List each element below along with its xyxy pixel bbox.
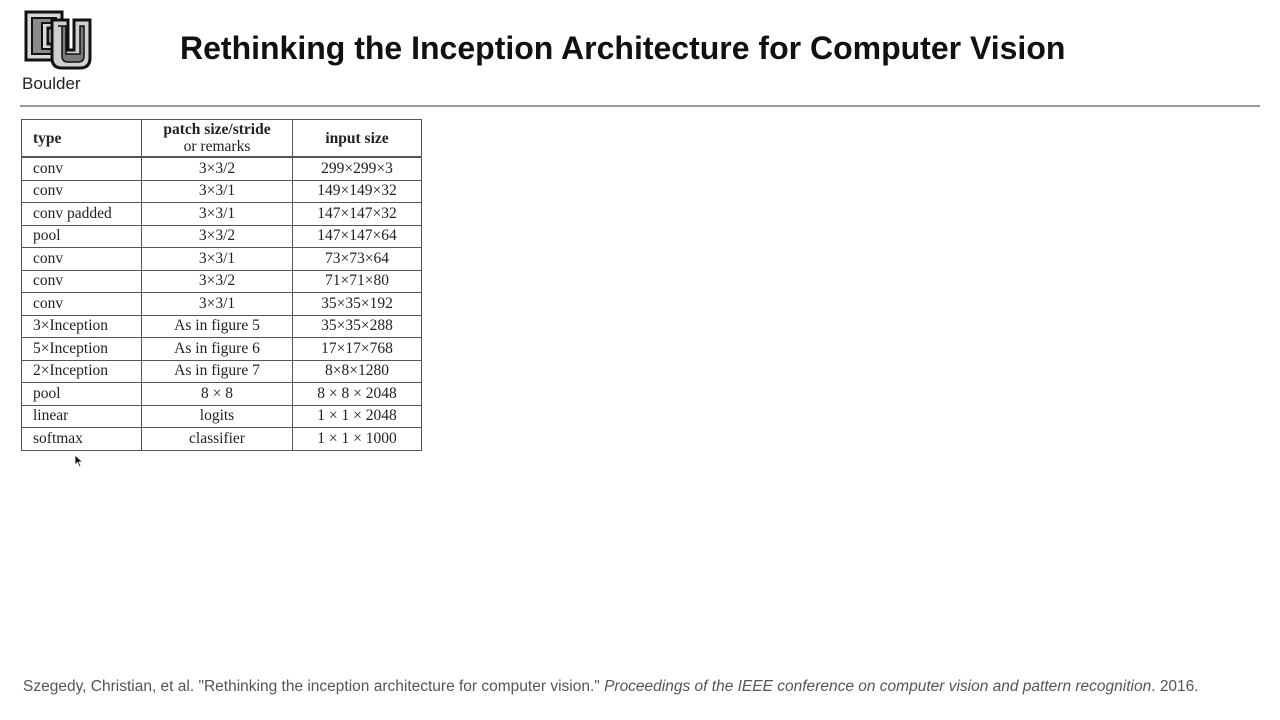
- cell-patch: 3×3/2: [141, 224, 293, 248]
- cell-input: 71×71×80: [292, 269, 422, 293]
- cell-input: 8 × 8 × 2048: [292, 382, 422, 406]
- cell-type: conv: [21, 269, 142, 293]
- table-row: linear logits 1 × 1 × 2048: [21, 404, 422, 428]
- cell-type: 2×Inception: [21, 359, 142, 383]
- cell-patch: 3×3/1: [141, 179, 293, 203]
- table-row: conv 3×3/1 149×149×32: [21, 179, 422, 203]
- table-row: conv 3×3/2 71×71×80: [21, 269, 422, 293]
- header-type: type: [21, 119, 142, 158]
- cell-patch: 3×3/2: [141, 156, 293, 181]
- cu-boulder-logo: Boulder: [20, 8, 98, 96]
- cell-type: conv: [21, 247, 142, 271]
- cell-input: 8×8×1280: [292, 359, 422, 383]
- cell-input: 149×149×32: [292, 179, 422, 203]
- cell-input: 147×147×32: [292, 202, 422, 226]
- cell-type: conv: [21, 156, 142, 181]
- table-row: conv 3×3/2 299×299×3: [21, 156, 422, 181]
- cell-input: 299×299×3: [292, 156, 422, 181]
- cell-patch: 8 × 8: [141, 382, 293, 406]
- header-patch: patch size/stride or remarks: [141, 119, 293, 158]
- cell-type: softmax: [21, 427, 142, 451]
- title-divider: [20, 105, 1260, 107]
- cell-input: 1 × 1 × 1000: [292, 427, 422, 451]
- mouse-pointer-icon: [74, 454, 84, 468]
- cell-input: 1 × 1 × 2048: [292, 404, 422, 428]
- cell-type: conv padded: [21, 202, 142, 226]
- cell-patch: 3×3/1: [141, 292, 293, 316]
- cu-logo-icon: [24, 10, 92, 70]
- cell-type: conv: [21, 179, 142, 203]
- cell-type: pool: [21, 382, 142, 406]
- cell-input: 35×35×288: [292, 314, 422, 338]
- table-row: conv padded 3×3/1 147×147×32: [21, 202, 422, 226]
- table-row: pool 8 × 8 8 × 8 × 2048: [21, 382, 422, 406]
- architecture-table: type patch size/stride or remarks input …: [21, 119, 422, 451]
- cell-patch: 3×3/1: [141, 247, 293, 271]
- cell-input: 73×73×64: [292, 247, 422, 271]
- table-row: conv 3×3/1 73×73×64: [21, 247, 422, 271]
- cell-patch: 3×3/1: [141, 202, 293, 226]
- table-row: 3×Inception As in figure 5 35×35×288: [21, 314, 422, 338]
- header-input: input size: [292, 119, 422, 158]
- table-header-row: type patch size/stride or remarks input …: [21, 119, 422, 158]
- cell-input: 147×147×64: [292, 224, 422, 248]
- citation-suffix: . 2016.: [1151, 678, 1199, 695]
- table-row: 2×Inception As in figure 7 8×8×1280: [21, 359, 422, 383]
- cell-patch: 3×3/2: [141, 269, 293, 293]
- table-row: conv 3×3/1 35×35×192: [21, 292, 422, 316]
- header-patch-line2: or remarks: [183, 138, 251, 155]
- table-row: pool 3×3/2 147×147×64: [21, 224, 422, 248]
- header-patch-line1: patch size/stride: [163, 121, 271, 138]
- cell-patch: As in figure 6: [141, 337, 293, 361]
- logo-text: Boulder: [22, 74, 81, 93]
- table-row: softmax classifier 1 × 1 × 1000: [21, 427, 422, 451]
- cell-patch: logits: [141, 404, 293, 428]
- cell-type: linear: [21, 404, 142, 428]
- citation-venue: Proceedings of the IEEE conference on co…: [604, 678, 1152, 695]
- cell-patch: As in figure 7: [141, 359, 293, 383]
- cell-type: 3×Inception: [21, 314, 142, 338]
- cell-patch: As in figure 5: [141, 314, 293, 338]
- cell-input: 35×35×192: [292, 292, 422, 316]
- cell-type: pool: [21, 224, 142, 248]
- citation-prefix: Szegedy, Christian, et al. "Rethinking t…: [23, 678, 605, 695]
- cell-input: 17×17×768: [292, 337, 422, 361]
- slide-title: Rethinking the Inception Architecture fo…: [180, 30, 1066, 66]
- table-row: 5×Inception As in figure 6 17×17×768: [21, 337, 422, 361]
- cell-type: 5×Inception: [21, 337, 142, 361]
- citation: Szegedy, Christian, et al. "Rethinking t…: [23, 677, 1263, 697]
- cell-type: conv: [21, 292, 142, 316]
- cell-patch: classifier: [141, 427, 293, 451]
